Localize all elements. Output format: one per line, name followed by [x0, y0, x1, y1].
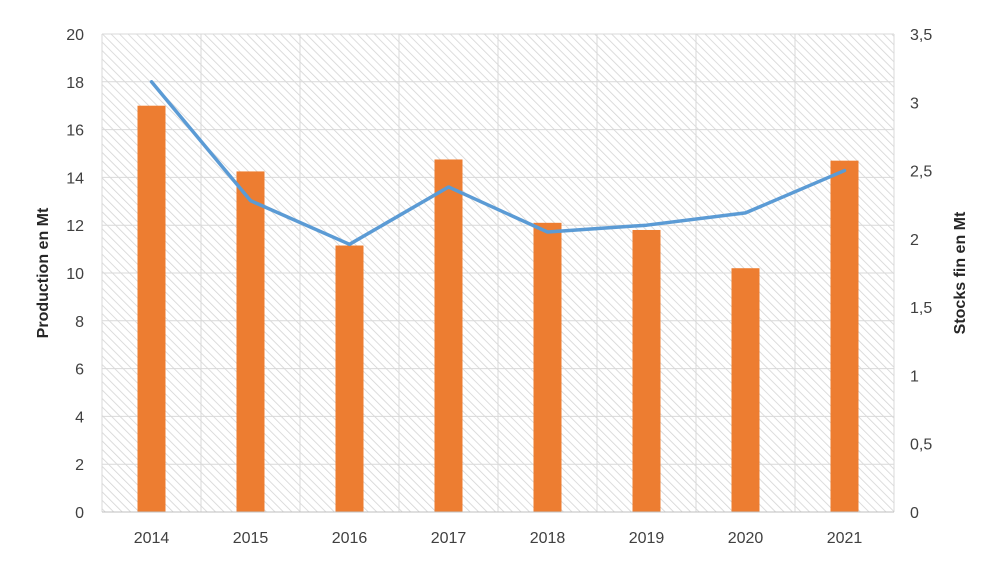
y-left-tick-label: 18 [66, 75, 84, 92]
y-left-tick-label: 12 [66, 218, 84, 235]
x-tick-label: 2016 [332, 530, 368, 547]
bar-2016 [336, 246, 364, 512]
y-left-tick-label: 2 [75, 457, 84, 474]
x-tick-label: 2014 [134, 530, 170, 547]
y-right-tick-label: 1 [910, 368, 919, 385]
bar-2014 [138, 106, 166, 512]
y-axis-left-title: Production en Mt [35, 207, 52, 338]
y-left-tick-label: 16 [66, 123, 84, 140]
y-left-tick-label: 20 [66, 27, 84, 44]
y-left-tick-label: 10 [66, 266, 84, 283]
y-right-tick-label: 0 [910, 505, 919, 522]
y-right-tick-label: 0,5 [910, 437, 932, 454]
x-tick-label: 2015 [233, 530, 269, 547]
bar-2020 [732, 268, 760, 512]
y-axis-right-title: Stocks fin en Mt [952, 211, 969, 334]
bar-2021 [831, 161, 859, 512]
bar-2017 [435, 159, 463, 512]
y-left-tick-label: 0 [75, 505, 84, 522]
y-right-tick-label: 3,5 [910, 27, 932, 44]
x-tick-label: 2019 [629, 530, 665, 547]
y-right-tick-label: 2 [910, 232, 919, 249]
y-left-tick-label: 8 [75, 314, 84, 331]
y-right-tick-label: 3 [910, 95, 919, 112]
bar-2018 [534, 223, 562, 512]
bar-2015 [237, 171, 265, 512]
y-left-tick-label: 4 [75, 409, 84, 426]
x-tick-label: 2018 [530, 530, 566, 547]
x-tick-label: 2020 [728, 530, 764, 547]
x-tick-label: 2017 [431, 530, 467, 547]
y-right-tick-label: 2,5 [910, 164, 932, 181]
x-tick-label: 2021 [827, 530, 863, 547]
y-right-tick-label: 1,5 [910, 300, 932, 317]
y-left-tick-label: 6 [75, 362, 84, 379]
bar-2019 [633, 230, 661, 512]
y-left-tick-label: 14 [66, 170, 84, 187]
